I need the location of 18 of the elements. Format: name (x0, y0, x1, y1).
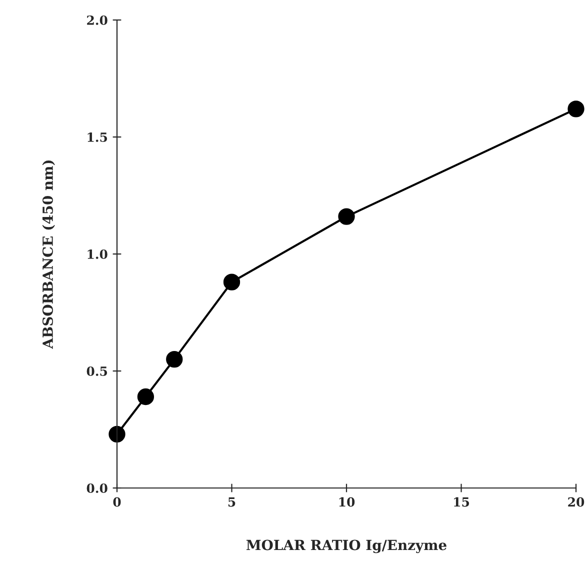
x-tick-label: 5 (228, 497, 236, 507)
point (338, 208, 355, 225)
x-tick-label: 0 (113, 497, 121, 507)
y-tick-label: 1.5 (88, 132, 108, 142)
y-tick-label: 0.5 (86, 366, 108, 376)
y-tick-label: 2.0 (87, 15, 108, 25)
point (108, 426, 126, 443)
point (166, 350, 183, 368)
y-axis-title: ABSORBANCE (450 nm) (42, 160, 55, 349)
x-axis-title: MOLAR RATIO Ig/Enzyme (246, 540, 446, 554)
y-tick-label: 1.0 (88, 249, 108, 259)
x-tick-label: 15 (454, 497, 469, 507)
y-tick-label: 0.0 (86, 483, 108, 493)
x-tick-label: 10 (339, 497, 355, 507)
point (137, 388, 154, 406)
point (568, 100, 584, 118)
x-tick-label: 20 (568, 497, 584, 507)
point (223, 274, 240, 290)
